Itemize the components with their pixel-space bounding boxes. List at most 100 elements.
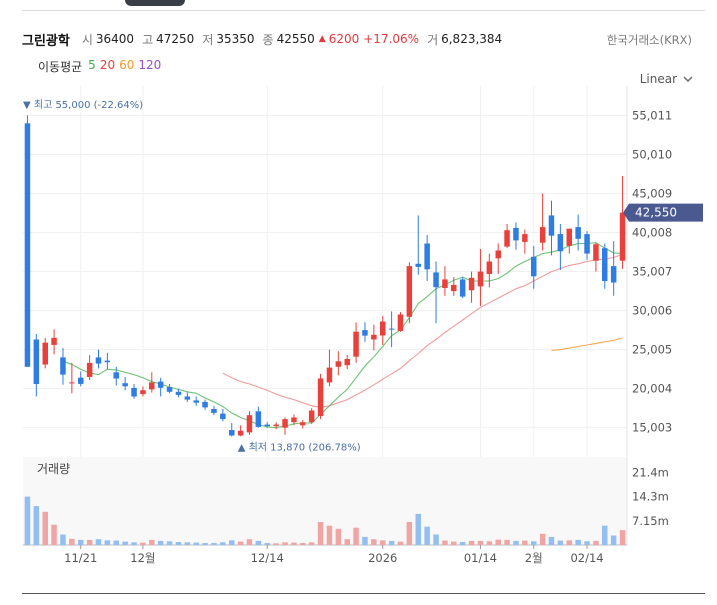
x-tick-label: 12/14 (251, 551, 284, 565)
candle (113, 366, 119, 386)
y-tick-label: 50,010 (632, 147, 672, 161)
chevron-down-icon (683, 76, 693, 82)
candle-body (575, 227, 581, 239)
candle-body (371, 334, 377, 340)
candle (388, 311, 395, 348)
candle (610, 241, 617, 296)
candle (575, 214, 581, 251)
candle-body (237, 430, 244, 436)
x-tick-label: 02/14 (570, 551, 603, 565)
candle (593, 242, 599, 272)
volume-bar (157, 540, 164, 545)
candle (495, 243, 501, 274)
candle-body (42, 342, 48, 365)
moving-average-legend[interactable]: 이동평균 5 20 60 120 (38, 58, 161, 75)
volume-bar (388, 540, 395, 545)
candle-body (51, 337, 57, 345)
volume-bar (131, 542, 137, 545)
stock-name[interactable]: 그린광학 (22, 33, 70, 49)
candle (282, 417, 288, 435)
current-price-label: 42,550 (635, 206, 677, 220)
candle-body (113, 372, 119, 379)
ma-60-line (551, 337, 623, 351)
volume-bar (86, 539, 93, 545)
moving-average-label: 이동평균 (38, 60, 83, 74)
candle (175, 388, 182, 398)
candle (157, 377, 164, 397)
candle (202, 399, 208, 410)
candle-body (255, 411, 262, 427)
candle-body (78, 377, 84, 384)
volume-bar (95, 539, 102, 545)
ma-60-label[interactable]: 60 (119, 58, 135, 72)
volume-bar (362, 536, 368, 545)
candle-body (193, 400, 199, 403)
candle (166, 383, 173, 394)
candle-body (184, 396, 191, 400)
candle (397, 312, 404, 332)
candle (468, 271, 475, 303)
candle-body (24, 123, 31, 367)
low-label: 저 (202, 32, 214, 47)
volume-title: 거래량 (37, 462, 70, 476)
candle (344, 355, 350, 370)
volume-bar (468, 540, 475, 545)
high-value: 47250 (156, 32, 195, 46)
candle (513, 222, 519, 250)
y-axis-labels: 55,011 50,010 45,009 40,008 35,007 30,006 25,0… (632, 108, 672, 434)
candle (149, 372, 155, 393)
volume-bar (442, 540, 448, 545)
ma-120-label[interactable]: 120 (138, 58, 162, 72)
chart-grid (23, 86, 628, 546)
candle-body (477, 271, 484, 287)
volume-bar (69, 538, 75, 545)
volume-bar (477, 540, 484, 545)
candle-body (175, 391, 182, 395)
candle (104, 352, 111, 370)
current-price-badge-shape (623, 203, 703, 222)
candle-body (531, 256, 537, 277)
candle-body (317, 378, 324, 416)
candle (237, 425, 244, 437)
volume-label: 거 (427, 32, 439, 47)
change-value: 6200 (328, 32, 360, 46)
volume-bar (246, 539, 253, 545)
candle-body (433, 272, 439, 288)
candle-body (264, 424, 270, 427)
candle-body (495, 250, 501, 259)
ma-20-label[interactable]: 20 (99, 58, 116, 72)
candle (548, 200, 555, 256)
x-tick-label: 12월 (130, 551, 155, 565)
volume-bar (548, 536, 555, 545)
volume-bar (451, 541, 457, 545)
y-tick-label: 55,011 (632, 108, 672, 122)
close-value: 42550 (276, 32, 315, 46)
candle (451, 277, 457, 296)
candle (584, 231, 590, 260)
volume-panel-bg (23, 457, 627, 545)
volume-bar (184, 542, 191, 545)
candle-body (468, 277, 475, 291)
volume-bar (353, 527, 359, 545)
candle (122, 376, 128, 391)
candle (566, 228, 572, 254)
ma-5-label[interactable]: 5 (88, 58, 96, 72)
volume-bar (522, 540, 528, 545)
volume-bar (78, 539, 84, 545)
candle (86, 355, 93, 381)
volume-bar (602, 525, 608, 545)
candle (184, 392, 191, 402)
volume-tick-label: 21.4m (632, 466, 669, 480)
volume-bar (202, 543, 208, 545)
candle-body (415, 263, 421, 267)
scale-dropdown[interactable]: Linear (640, 72, 693, 86)
candle (459, 277, 466, 299)
candle-body (291, 417, 297, 423)
candle-body (344, 359, 350, 366)
candle-body (220, 413, 226, 420)
candle (300, 419, 306, 429)
candle-body (451, 284, 457, 292)
candle-body (593, 244, 599, 261)
x-axis-labels: 11/21 12월 12/14 2026 01/14 2월 02/14 (64, 545, 604, 565)
